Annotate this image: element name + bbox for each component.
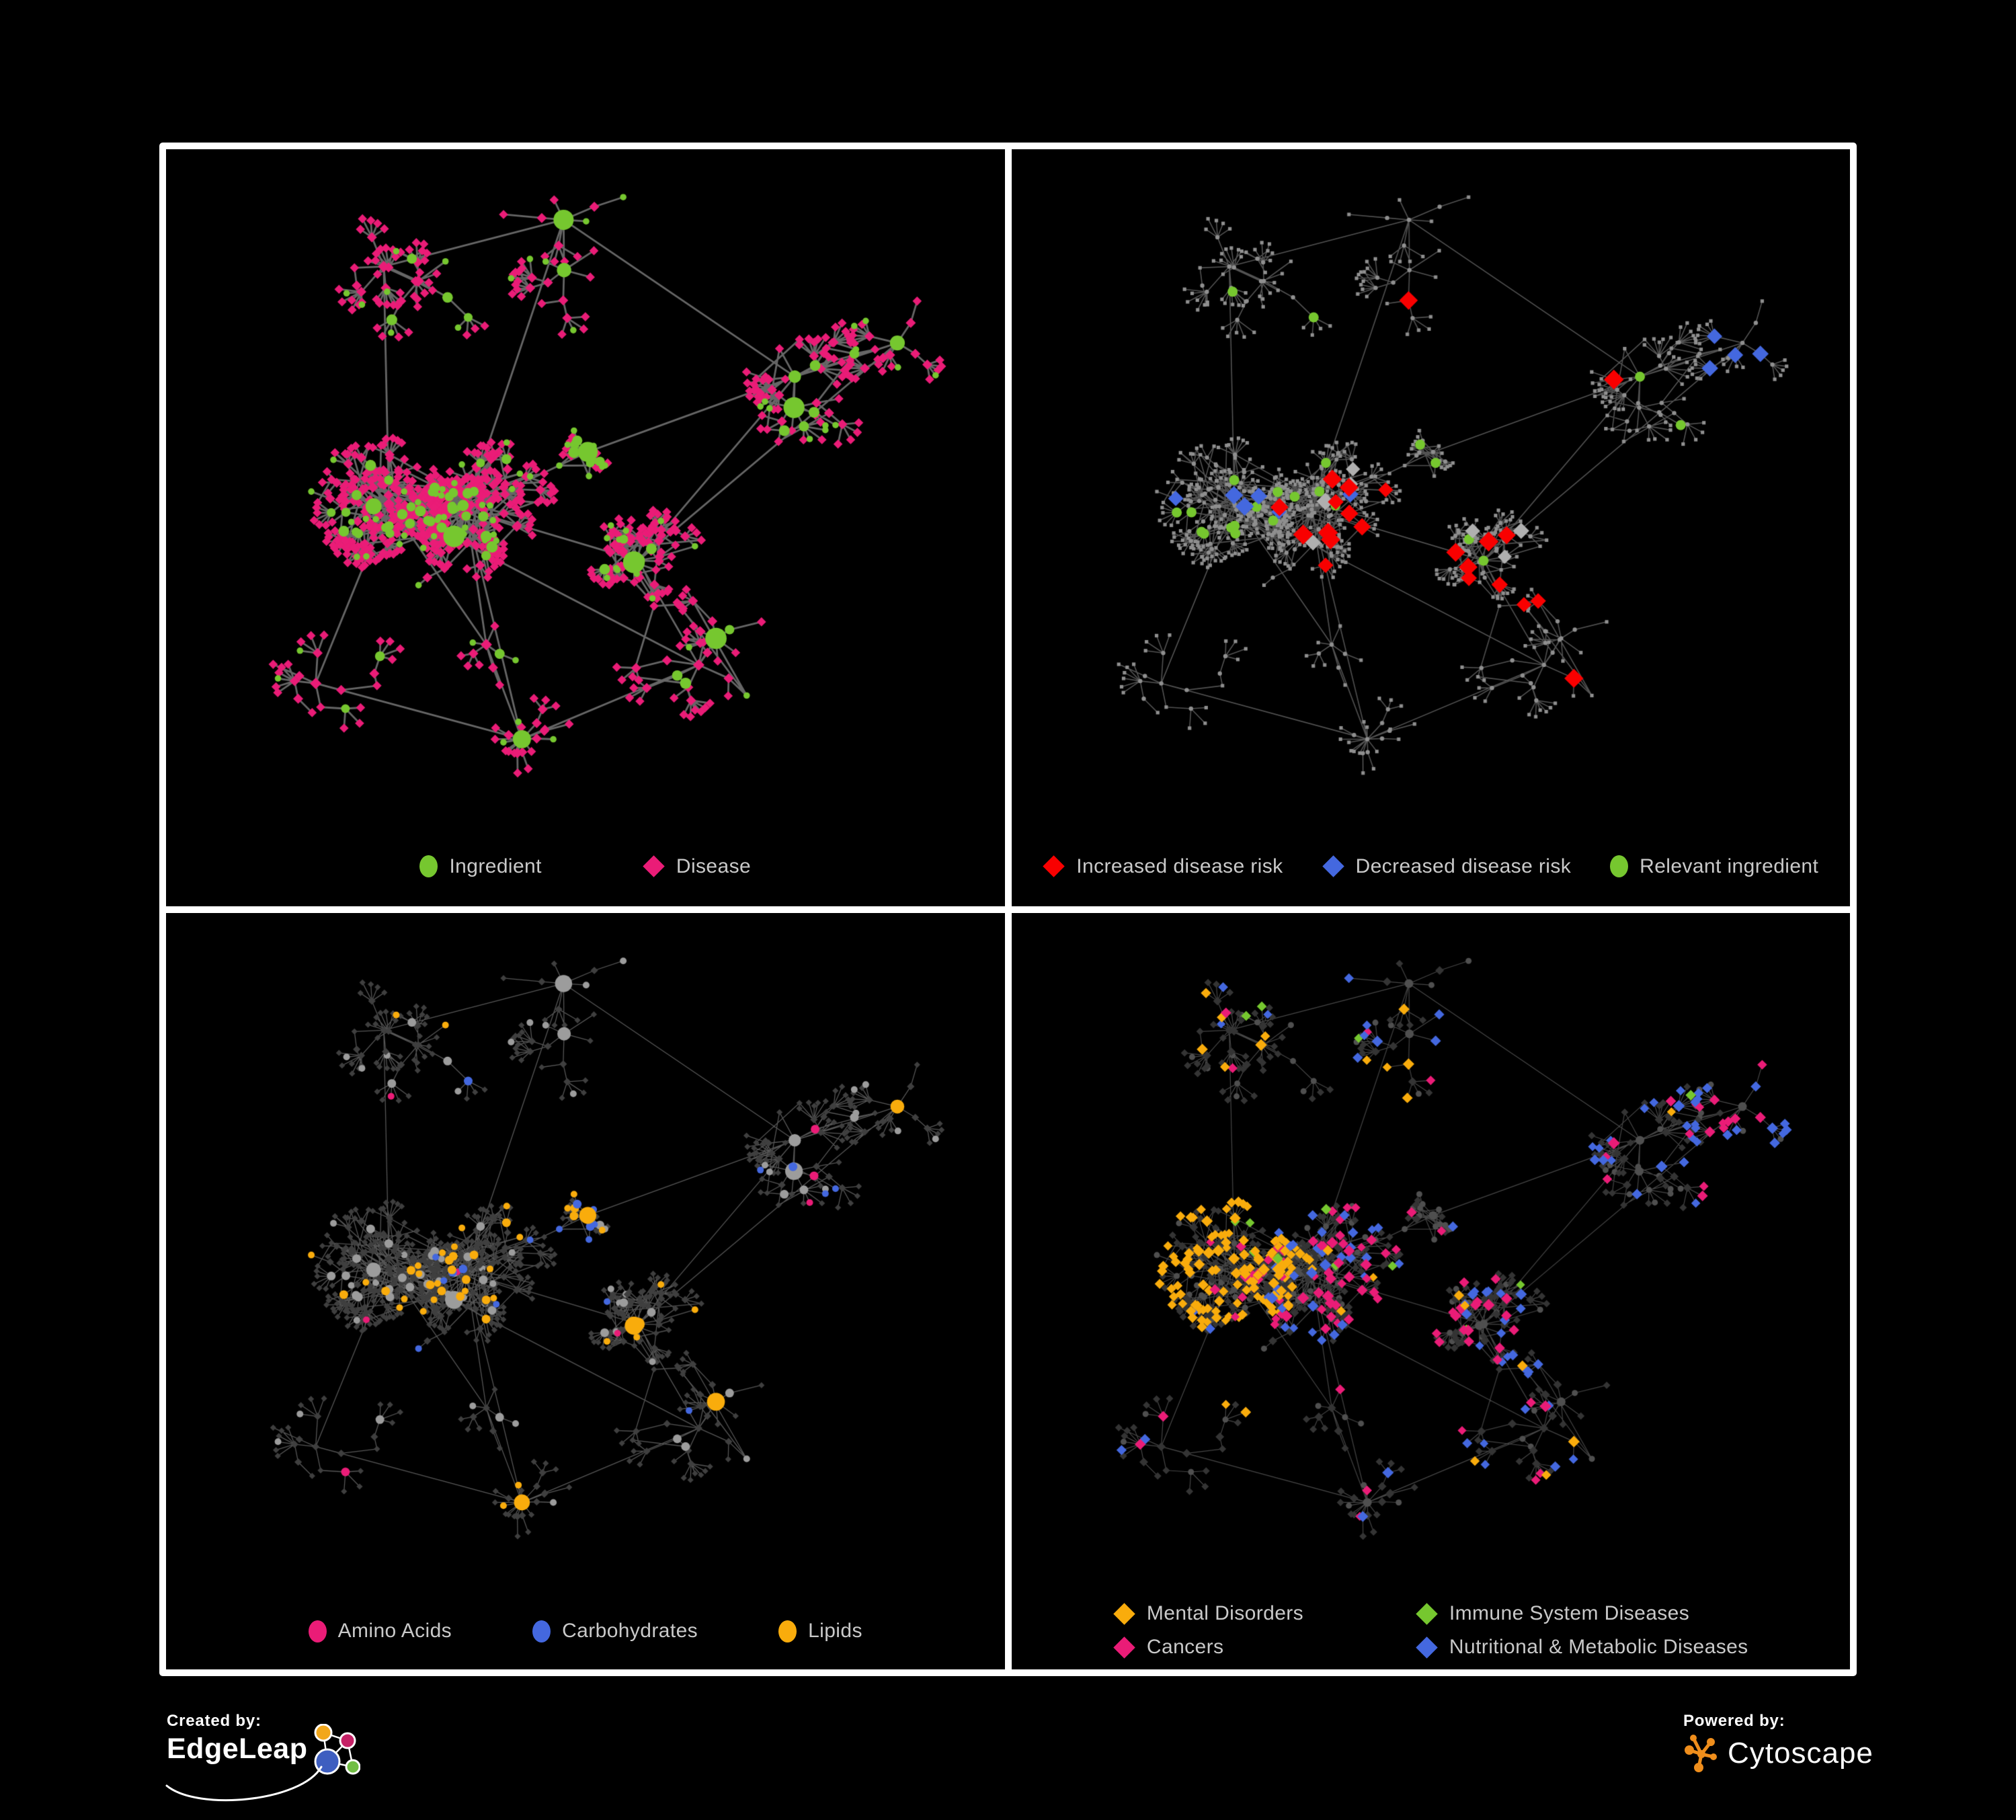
legend-label-immune-diseases: Immune System Diseases bbox=[1449, 1602, 1690, 1624]
network-canvas-nutrient-classes bbox=[166, 912, 1005, 1669]
disease-diamond-icon bbox=[643, 855, 665, 877]
legend-label-cancers: Cancers bbox=[1146, 1636, 1224, 1658]
legend-label-ingredient: Ingredient bbox=[449, 855, 542, 877]
edgeleap-credit: Created by: EdgeLeap bbox=[165, 1712, 360, 1801]
amino-acids-circle-icon bbox=[308, 1620, 327, 1643]
decreased-risk-diamond-icon bbox=[1322, 855, 1344, 877]
legend-item-amino-acids: Amino Acids bbox=[308, 1620, 452, 1643]
ingredient-circle-icon bbox=[419, 855, 438, 877]
legend-item-relevant-ingredient: Relevant ingredient bbox=[1610, 855, 1818, 878]
network-canvas-disease-categories bbox=[1011, 912, 1850, 1669]
powered-by-label: Powered by: bbox=[1683, 1712, 1785, 1730]
legend-label-relevant-ingredient: Relevant ingredient bbox=[1640, 855, 1819, 877]
increased-risk-diamond-icon bbox=[1043, 855, 1065, 877]
legend-label-increased-risk: Increased disease risk bbox=[1076, 855, 1283, 877]
legend-item-decreased-risk: Decreased disease risk bbox=[1322, 855, 1572, 878]
legend-disease-categories: Mental Disorders Immune System Diseases … bbox=[1012, 1602, 1851, 1659]
edgeleap-logo-icon bbox=[314, 1724, 360, 1775]
legend-label-disease: Disease bbox=[676, 855, 752, 877]
legend-item-nutritional-metabolic: Nutritional & Metabolic Diseases bbox=[1416, 1636, 1748, 1659]
network-canvas-ingredient-disease bbox=[166, 149, 1005, 906]
legend-item-ingredient: Ingredient bbox=[419, 855, 541, 878]
panels-frame: Ingredient Disease Increased disease ris… bbox=[159, 143, 1857, 1676]
edgeleap-brand: EdgeLeap bbox=[167, 1733, 308, 1765]
legend-disease-risk: Increased disease risk Decreased disease… bbox=[1012, 855, 1851, 878]
legend-nutrient-classes: Amino Acids Carbohydrates Lipids bbox=[166, 1620, 1005, 1643]
panel-disease-categories: Mental Disorders Immune System Diseases … bbox=[1011, 912, 1851, 1669]
legend-ingredient-disease: Ingredient Disease bbox=[166, 855, 1005, 878]
legend-item-mental-disorders: Mental Disorders bbox=[1113, 1602, 1375, 1625]
legend-item-immune-diseases: Immune System Diseases bbox=[1416, 1602, 1748, 1625]
panel-ingredient-disease: Ingredient Disease bbox=[166, 149, 1005, 906]
panel-nutrient-classes: Amino Acids Carbohydrates Lipids bbox=[166, 912, 1005, 1669]
legend-item-increased-risk: Increased disease risk bbox=[1043, 855, 1283, 878]
cancers-diamond-icon bbox=[1113, 1636, 1135, 1659]
legend-label-carbohydrates: Carbohydrates bbox=[562, 1620, 698, 1642]
legend-item-disease: Disease bbox=[643, 855, 751, 878]
legend-label-nutritional-metabolic: Nutritional & Metabolic Diseases bbox=[1449, 1636, 1748, 1658]
legend-label-decreased-risk: Decreased disease risk bbox=[1355, 855, 1572, 877]
cytoscape-logo-icon bbox=[1685, 1735, 1717, 1772]
legend-item-carbohydrates: Carbohydrates bbox=[532, 1620, 698, 1643]
legend-item-cancers: Cancers bbox=[1113, 1636, 1375, 1659]
panel-disease-risk: Increased disease risk Decreased disease… bbox=[1011, 149, 1851, 906]
lipids-circle-icon bbox=[778, 1620, 797, 1643]
network-canvas-disease-risk bbox=[1011, 149, 1850, 906]
carbohydrates-circle-icon bbox=[532, 1620, 551, 1643]
immune-diseases-diamond-icon bbox=[1416, 1602, 1438, 1625]
cytoscape-brand-row: Cytoscape bbox=[1683, 1733, 1873, 1774]
mental-disorders-diamond-icon bbox=[1113, 1602, 1135, 1625]
edgeleap-brand-row: EdgeLeap bbox=[165, 1724, 360, 1801]
legend-label-lipids: Lipids bbox=[808, 1620, 862, 1642]
nutritional-metabolic-diamond-icon bbox=[1416, 1636, 1438, 1659]
legend-label-mental-disorders: Mental Disorders bbox=[1146, 1602, 1304, 1624]
cytoscape-credit: Powered by: Cytoscape bbox=[1683, 1712, 1873, 1774]
cytoscape-brand: Cytoscape bbox=[1728, 1737, 1873, 1770]
relevant-ingredient-circle-icon bbox=[1610, 855, 1629, 877]
legend-item-lipids: Lipids bbox=[778, 1620, 862, 1643]
legend-label-amino-acids: Amino Acids bbox=[337, 1620, 452, 1642]
created-by-label: Created by: bbox=[167, 1712, 261, 1730]
